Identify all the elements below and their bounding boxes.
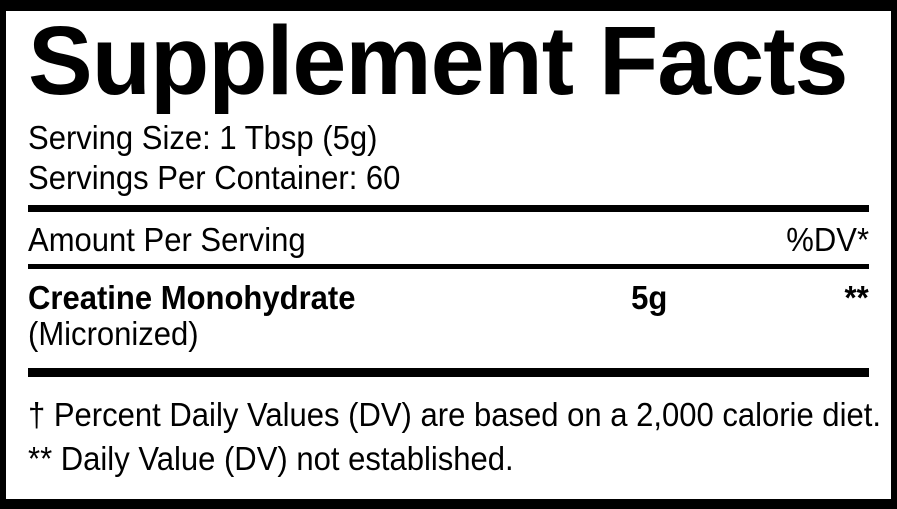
nutrient-dv: ** — [844, 279, 869, 316]
serving-size-line: Serving Size: 1 Tbsp (5g) — [28, 118, 869, 158]
footnote-daily-values-text: † Percent Daily Values (DV) are based on… — [28, 396, 881, 433]
footnote-not-established-text: ** Daily Value (DV) not established. — [28, 440, 514, 477]
nutrient-form: (Micronized) — [28, 315, 199, 352]
percent-dv-header: %DV* — [786, 221, 869, 258]
servings-per-container-line: Servings Per Container: 60 — [28, 158, 869, 198]
amount-per-serving-header: Amount Per Serving — [28, 221, 306, 258]
footnote-daily-values: † Percent Daily Values (DV) are based on… — [28, 393, 881, 437]
serving-size-text: Serving Size: 1 Tbsp (5g) — [28, 119, 378, 156]
footnote-not-established: ** Daily Value (DV) not established. — [28, 437, 869, 481]
column-header-row: Amount Per Serving %DV* — [28, 222, 869, 258]
top-border-bar — [6, 0, 891, 11]
bottom-border-bar — [6, 499, 891, 509]
nutrient-row: Creatine Monohydrate (Micronized) 5g ** — [28, 280, 869, 352]
nutrient-dv-cell: ** — [729, 280, 869, 352]
nutrient-name-cell: Creatine Monohydrate (Micronized) — [28, 280, 569, 352]
servings-per-container-text: Servings Per Container: 60 — [28, 159, 401, 196]
divider-medium — [28, 264, 869, 269]
nutrient-name: Creatine Monohydrate — [28, 279, 356, 316]
footnotes: † Percent Daily Values (DV) are based on… — [28, 393, 881, 481]
nutrient-amount: 5g — [630, 279, 668, 316]
label-title: Supplement Facts — [28, 6, 848, 115]
label-content: Supplement Facts Serving Size: 1 Tbsp (5… — [6, 11, 891, 481]
divider-thick-bottom — [28, 368, 869, 377]
divider-thick-top — [28, 205, 869, 212]
nutrient-amount-cell: 5g — [569, 280, 729, 352]
